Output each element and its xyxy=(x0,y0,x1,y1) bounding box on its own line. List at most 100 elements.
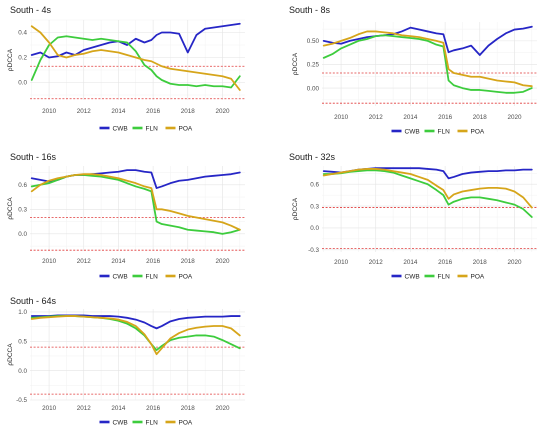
x-tick-label: 2018 xyxy=(181,108,196,115)
y-tick-label: 0.5 xyxy=(18,338,27,345)
legend-item-poa: POA xyxy=(165,125,193,132)
y-axis-label: ρDCCA xyxy=(292,197,299,220)
y-tick-label: 0.6 xyxy=(18,182,27,189)
series-line-cwb xyxy=(322,25,533,56)
x-tick-label: 2012 xyxy=(77,258,92,265)
panel-title: South - 4s xyxy=(10,5,52,15)
y-tick-label: 0.2 xyxy=(18,55,27,62)
legend-item-fln: FLN xyxy=(424,128,451,135)
legend-label-cwb: CWB xyxy=(113,419,128,426)
legend: CWB FLN POA xyxy=(391,128,485,135)
x-tick-label: 2014 xyxy=(403,114,418,121)
series-line-poa xyxy=(30,173,241,231)
x-tick-label: 2018 xyxy=(181,405,196,412)
x-tick-label: 2012 xyxy=(77,405,92,412)
x-tick-label: 2020 xyxy=(215,108,230,115)
grid xyxy=(322,22,537,106)
x-tick-label: 2016 xyxy=(146,108,161,115)
x-tick-label: 2018 xyxy=(473,259,488,266)
legend-label-poa: POA xyxy=(179,125,193,132)
grid xyxy=(30,309,245,401)
x-tick-label: 2010 xyxy=(334,259,349,266)
legend-label-fln: FLN xyxy=(146,419,159,426)
legend-item-poa: POA xyxy=(457,273,485,280)
grid xyxy=(322,166,537,252)
legend-item-fln: FLN xyxy=(132,419,159,426)
x-tick-label: 2012 xyxy=(77,108,92,115)
x-tick-label: 2014 xyxy=(111,405,126,412)
x-tick-label: 2010 xyxy=(42,258,57,265)
panel-title: South - 64s xyxy=(10,296,57,306)
legend-label-fln: FLN xyxy=(438,128,451,135)
series-line-poa xyxy=(30,25,241,91)
x-tick-label: 2010 xyxy=(334,114,349,121)
legend-item-fln: FLN xyxy=(424,273,450,280)
legend-item-cwb: CWB xyxy=(99,125,128,132)
legend-item-poa: POA xyxy=(457,128,485,135)
panel-title: South - 16s xyxy=(10,152,57,162)
panel-title: South - 8s xyxy=(289,5,331,15)
series-line-poa xyxy=(30,315,241,356)
x-tick-label: 2020 xyxy=(215,405,230,412)
panel-south-64s: 2010 2012 2014 2016 2018 2020 -0.5 0.0 0.5 1.0 ρDC… xyxy=(7,296,245,426)
series-line-poa xyxy=(322,168,533,209)
legend-item-cwb: CWB xyxy=(391,273,420,280)
x-tick-label: 2010 xyxy=(42,405,57,412)
x-tick-label: 2018 xyxy=(181,258,196,265)
x-tick-label: 2016 xyxy=(438,259,453,266)
y-tick-label: 0.4 xyxy=(18,30,27,37)
panel-south-8s: 2010 2012 2014 2016 2018 2020 0.00 0.25 0.50 ρDCC… xyxy=(289,5,537,135)
y-axis-label: ρDCCA xyxy=(7,48,14,71)
y-tick-label: -0.5 xyxy=(16,397,27,404)
y-tick-label: 1.0 xyxy=(18,309,27,316)
x-tick-label: 2018 xyxy=(473,114,488,121)
grid xyxy=(30,19,245,100)
legend-item-fln: FLN xyxy=(132,273,159,280)
x-tick-label: 2020 xyxy=(215,258,230,265)
x-tick-label: 2014 xyxy=(111,258,126,265)
legend-label-poa: POA xyxy=(471,273,485,280)
x-tick-label: 2016 xyxy=(146,258,161,265)
legend-item-poa: POA xyxy=(165,273,193,280)
y-tick-label: 0.3 xyxy=(310,203,319,210)
y-tick-label: 0.6 xyxy=(310,181,319,188)
series-line-fln xyxy=(322,34,533,94)
legend-label-cwb: CWB xyxy=(113,125,128,132)
legend-label-cwb: CWB xyxy=(405,128,420,135)
legend-label-poa: POA xyxy=(179,273,193,280)
legend-item-cwb: CWB xyxy=(99,273,128,280)
legend-label-cwb: CWB xyxy=(405,273,420,280)
panel-south-32s: 2010 2012 2014 2016 2018 2020 -0.3 0.0 0.3 0.6 ρDC… xyxy=(289,152,537,280)
y-tick-label: 0.50 xyxy=(307,38,320,45)
y-tick-label: 0.0 xyxy=(18,80,27,87)
y-tick-label: 0.25 xyxy=(307,62,320,69)
x-tick-label: 2016 xyxy=(438,114,453,121)
legend-item-cwb: CWB xyxy=(391,128,420,135)
legend: CWB FLN POA xyxy=(99,273,193,280)
x-tick-label: 2014 xyxy=(403,259,418,266)
y-tick-label: 0.0 xyxy=(18,231,27,238)
panel-south-4s: 2010 2012 2014 2016 2018 2020 0.0 0.2 0.4 ρDCCA So… xyxy=(7,5,245,132)
legend-label-fln: FLN xyxy=(146,273,159,280)
series-line-poa xyxy=(322,30,533,88)
panel-south-16s: 2010 2012 2014 2016 2018 2020 0.0 0.3 0.6 ρDCCA So… xyxy=(7,152,245,280)
legend-item-poa: POA xyxy=(165,419,193,426)
x-tick-label: 2020 xyxy=(507,114,522,121)
x-tick-label: 2020 xyxy=(507,259,522,266)
legend-label-poa: POA xyxy=(179,419,193,426)
panel-title: South - 32s xyxy=(289,152,336,162)
legend-item-fln: FLN xyxy=(132,125,159,132)
y-tick-label: -0.3 xyxy=(308,247,319,254)
y-tick-label: 0.00 xyxy=(307,85,320,92)
legend: CWB FLN POA xyxy=(391,273,485,280)
grid xyxy=(30,166,245,251)
y-tick-label: 0.0 xyxy=(18,368,27,375)
x-tick-label: 2012 xyxy=(369,259,384,266)
y-axis-label: ρDCCA xyxy=(292,52,299,75)
legend-label-fln: FLN xyxy=(146,125,159,132)
x-tick-label: 2014 xyxy=(111,108,126,115)
y-tick-label: 0.3 xyxy=(18,207,27,214)
legend-label-poa: POA xyxy=(471,128,485,135)
legend: CWB FLN POA xyxy=(99,419,193,426)
